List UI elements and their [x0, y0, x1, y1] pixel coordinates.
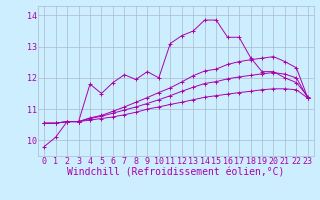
X-axis label: Windchill (Refroidissement éolien,°C): Windchill (Refroidissement éolien,°C): [67, 168, 285, 178]
